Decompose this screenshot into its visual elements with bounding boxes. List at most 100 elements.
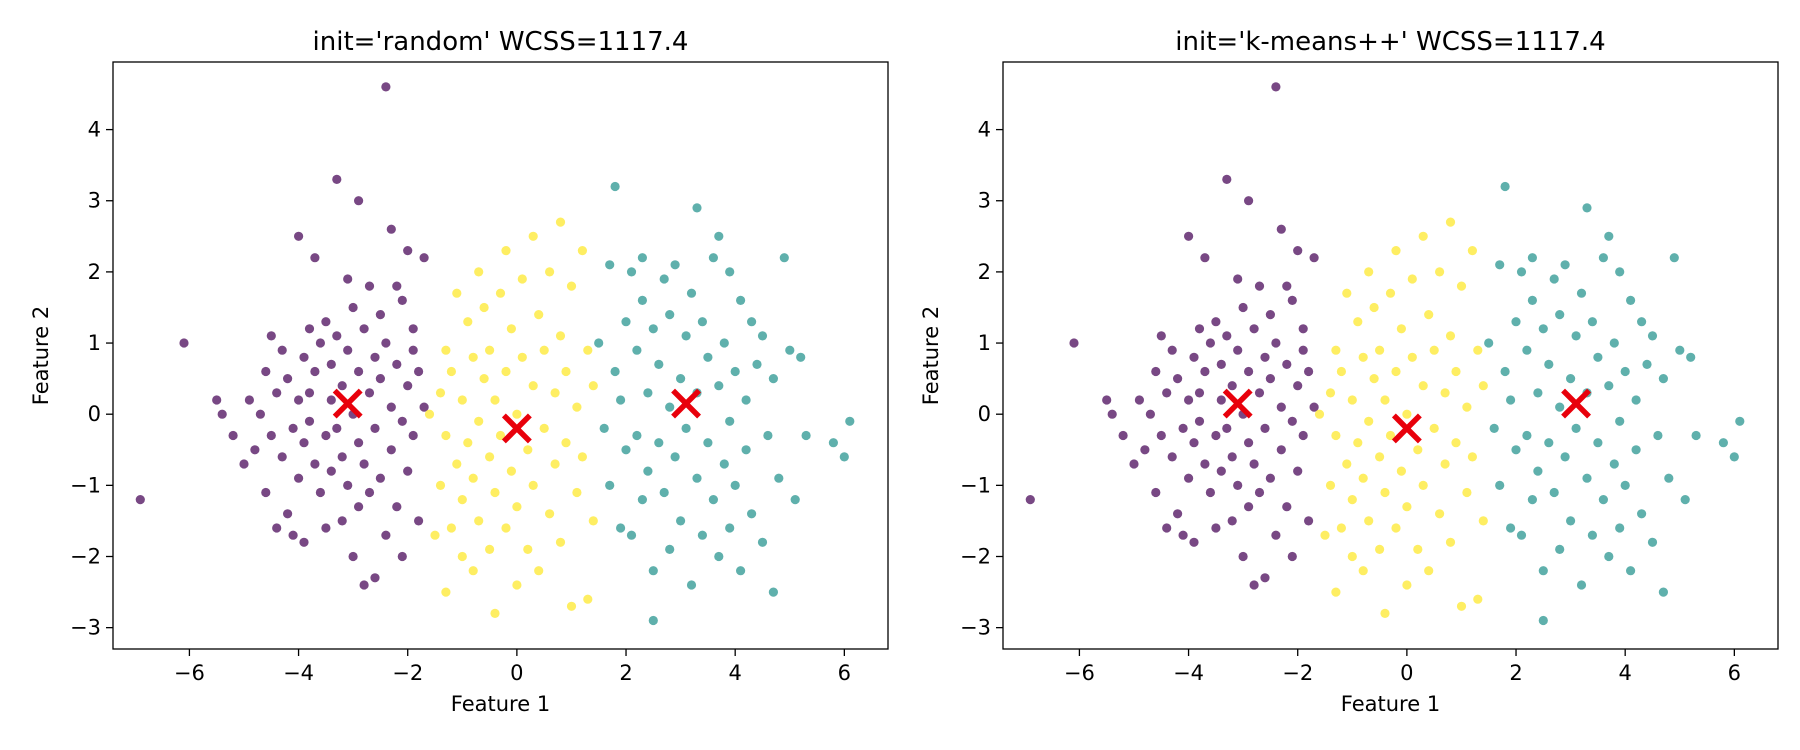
data-point-c0-19: [1178, 423, 1188, 433]
data-point-c2-64: [577, 246, 588, 256]
data-point-c2-15: [1353, 438, 1363, 448]
data-point-c2-22: [1369, 374, 1379, 384]
data-point-c0-83: [1293, 466, 1303, 476]
data-point-c0-69: [1271, 82, 1281, 92]
data-point-c1-11: [1516, 530, 1527, 540]
data-point-c2-9: [452, 459, 462, 469]
data-point-c2-12: [457, 395, 467, 405]
data-point-c0-17: [283, 509, 293, 519]
data-point-c2-6: [441, 430, 451, 441]
data-point-c0-18: [1173, 374, 1183, 384]
data-point-c0-39: [1216, 466, 1226, 476]
data-point-c1-59: [1631, 445, 1641, 455]
x-tick-label: 2: [1509, 661, 1522, 685]
data-point-c1-4: [610, 366, 620, 377]
data-point-c1-2: [605, 260, 615, 270]
data-point-c2-38: [512, 409, 522, 419]
scatter-points: [1025, 82, 1745, 626]
chart-panel-1: init='random' WCSS=1117.4−6 −4 −2 0 2 4 6−3−2−…: [29, 27, 889, 716]
data-point-c0-73: [386, 224, 396, 234]
data-point-c2-2: [1325, 480, 1336, 490]
data-point-c2-44: [1418, 231, 1428, 241]
data-point-c0-27: [1194, 324, 1205, 334]
data-point-c0-87: [1304, 516, 1314, 526]
data-point-c0-72: [1276, 402, 1286, 412]
data-point-c2-61: [566, 281, 577, 291]
data-point-c0-11: [266, 430, 276, 441]
data-point-c0-61: [1254, 281, 1265, 291]
x-tick-label: 4: [728, 661, 741, 685]
data-point-c0-12: [266, 331, 276, 341]
data-point-c0-60: [1254, 388, 1265, 398]
data-point-c2-34: [501, 246, 511, 256]
data-point-c1-50: [719, 338, 729, 348]
data-point-c0-39: [326, 466, 336, 476]
data-point-c2-51: [545, 509, 555, 519]
data-point-c0-63: [370, 573, 380, 583]
data-point-c1-71: [790, 495, 800, 505]
data-point-c2-10: [1342, 288, 1352, 298]
data-point-c2-26: [485, 345, 495, 355]
data-point-c1-3: [605, 480, 615, 490]
data-point-c1-64: [1647, 331, 1658, 341]
data-point-c1-67: [1658, 374, 1668, 384]
data-point-c0-67: [375, 473, 385, 483]
data-point-c2-45: [528, 381, 538, 391]
x-tick-label: 2: [619, 661, 632, 685]
data-point-c0-66: [1265, 310, 1275, 320]
data-point-c1-76: [845, 416, 855, 426]
data-point-c2-49: [539, 423, 549, 433]
data-point-c1-58: [741, 395, 751, 405]
data-point-c2-31: [1385, 430, 1396, 441]
data-point-c0-66: [375, 310, 385, 320]
data-point-c1-53: [725, 416, 735, 426]
data-point-c0-1: [179, 338, 189, 348]
data-point-c1-24: [1549, 274, 1559, 284]
centroid-marker-c0: [332, 388, 363, 419]
data-point-c1-71: [1680, 495, 1690, 505]
centroid-marker-c0: [1222, 388, 1253, 419]
data-point-c0-13: [1162, 523, 1172, 533]
data-point-c0-89: [1309, 253, 1319, 263]
data-point-c0-81: [1293, 381, 1303, 391]
data-point-c2-50: [539, 345, 549, 355]
data-point-c1-9: [621, 445, 631, 455]
data-point-c1-59: [741, 445, 751, 455]
data-point-c2-52: [1435, 267, 1445, 277]
data-point-c0-49: [1233, 345, 1243, 355]
data-point-c1-61: [747, 509, 757, 519]
data-point-c0-21: [1184, 231, 1194, 241]
data-point-c0-18: [283, 374, 293, 384]
data-point-c1-34: [681, 423, 691, 433]
data-point-c0-20: [288, 530, 298, 540]
data-point-c2-53: [1440, 388, 1450, 398]
data-point-c0-36: [321, 317, 331, 327]
data-point-c1-47: [714, 381, 724, 391]
y-tick-label: 4: [88, 118, 101, 142]
data-point-c2-33: [1391, 366, 1401, 377]
data-point-c2-66: [1473, 594, 1483, 604]
data-point-c0-63: [1260, 573, 1270, 583]
data-point-c2-27: [490, 608, 500, 619]
data-point-c1-42: [703, 438, 713, 448]
data-point-c2-58: [561, 438, 571, 448]
data-point-c0-44: [337, 516, 347, 526]
data-point-c2-21: [1364, 516, 1374, 526]
data-point-c0-45: [337, 381, 347, 391]
data-point-c1-64: [757, 331, 768, 341]
centroid-marker-c1: [671, 388, 702, 419]
data-point-c2-37: [1402, 580, 1412, 590]
data-point-c2-52: [545, 267, 555, 277]
data-point-c0-83: [403, 466, 413, 476]
data-point-c1-30: [670, 260, 680, 270]
data-point-c0-38: [326, 395, 336, 405]
data-point-c2-11: [1347, 551, 1357, 562]
data-point-c0-0: [135, 495, 145, 505]
data-point-c2-15: [463, 438, 473, 448]
data-point-c1-51: [1615, 523, 1625, 533]
data-point-c2-0: [1314, 409, 1325, 419]
data-point-c1-40: [1587, 530, 1597, 540]
data-point-c1-55: [1620, 480, 1630, 490]
data-point-c2-40: [517, 352, 527, 362]
data-point-c2-0: [424, 409, 435, 419]
